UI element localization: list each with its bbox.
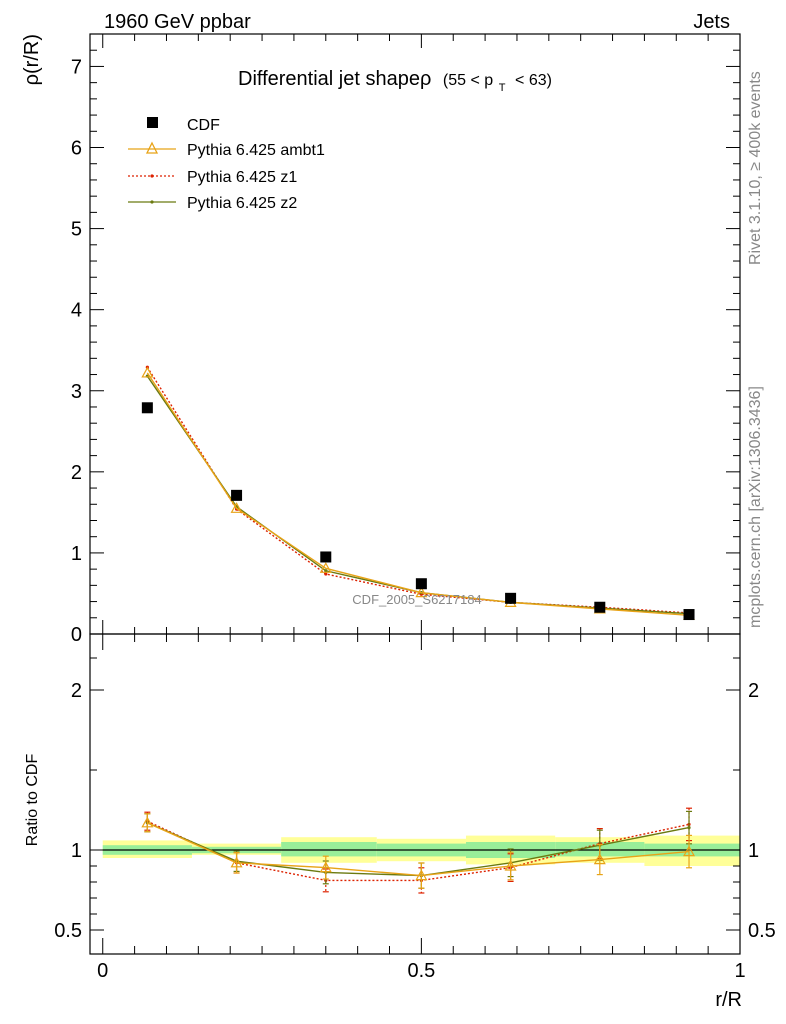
header-left: 1960 GeV ppbar: [104, 11, 251, 33]
title-cut-open: (55 < p: [443, 72, 493, 89]
cdf-point-0: [141, 402, 153, 414]
ratio-point-z2-6: [687, 826, 691, 830]
main-point-ambt1-1: [230, 502, 243, 513]
main-ticks: 0 1 2 3 4 5 6 7: [71, 33, 741, 646]
x-axis-label: r/R: [715, 989, 742, 1011]
main-ytick-label-2: 2: [71, 462, 82, 484]
ratio-point-ambt1-3: [415, 869, 428, 881]
legend-label-z1: Pythia 6.425 z1: [187, 169, 297, 186]
legend-marker-z1: [150, 174, 154, 178]
chart-title: Differential jet shapeρ (55 < p T < 63): [238, 68, 552, 96]
main-point-ambt1-3: [415, 586, 428, 598]
ratio-point-ambt1-4: [504, 859, 517, 871]
cdf-point-3: [415, 578, 427, 590]
cdf-point-5: [594, 601, 606, 613]
x-tick-label-0: 0: [97, 960, 108, 982]
ratio-ytick-label-right-1: 1: [748, 840, 759, 862]
main-point-3-2: [324, 569, 328, 573]
ratio-panel: 0.5 0.51 12 20 0.5 1: [54, 633, 776, 982]
ratio-ytick-label-right-2: 2: [748, 680, 759, 702]
ratio-frame: [89, 633, 741, 955]
header-right: Jets: [693, 11, 730, 33]
ratio-ytick-label-1: 1: [71, 840, 82, 862]
main-line-3: [146, 375, 690, 615]
title-cut-sub: T: [499, 82, 506, 94]
ratio-series: [141, 807, 696, 894]
main-ytick-label-7: 7: [71, 56, 82, 78]
x-tick-label-2: 1: [734, 960, 745, 982]
legend-label-cdf: CDF: [187, 117, 220, 134]
cdf-point-1: [231, 489, 243, 501]
rivet-label: Rivet 3.1.10, ≥ 400k events: [747, 71, 764, 265]
title-cut-close: < 63): [515, 72, 552, 89]
legend: CDF Pythia 6.425 ambt1 Pythia 6.425 z1 P…: [128, 117, 325, 212]
main-series: [141, 365, 696, 621]
ratio-ticks: 0.5 0.51 12 20 0.5 1: [54, 634, 776, 982]
legend-label-ambt1: Pythia 6.425 ambt1: [187, 142, 325, 159]
main-ytick-label-0: 0: [71, 624, 82, 646]
ratio-point-ambt1-0: [141, 816, 154, 828]
ratio-ytick-label-0: 0.5: [54, 920, 82, 942]
cdf-point-6: [683, 609, 695, 621]
main-point-ambt1-0: [141, 366, 154, 378]
band-inner-2: [281, 842, 377, 857]
legend-marker-z2: [150, 200, 154, 204]
main-ytick-label-6: 6: [71, 138, 82, 160]
main-point-ambt1-2: [319, 562, 332, 573]
ratio-point-ambt1-6: [682, 845, 696, 857]
ratio-ylabel: Ratio to CDF: [24, 754, 41, 847]
legend-marker-cdf: [147, 117, 158, 128]
ratio-point-ambt1-5: [593, 853, 606, 865]
cdf-point-2: [320, 551, 332, 563]
legend-marker-ambt1: [145, 141, 159, 154]
main-ylabel: ρ(r/R): [21, 34, 43, 85]
ratio-point-ambt1-1: [230, 856, 243, 868]
main-ytick-label-5: 5: [71, 219, 82, 241]
main-line-2: [146, 366, 690, 614]
mcplots-label: mcplots.cern.ch [arXiv:1306.3436]: [747, 386, 764, 628]
ratio-bands: [102, 835, 740, 866]
main-ytick-label-3: 3: [71, 381, 82, 403]
legend-label-z2: Pythia 6.425 z2: [187, 195, 297, 212]
watermark: CDF_2005_S6217184: [352, 592, 481, 607]
ratio-ytick-label-2: 2: [71, 680, 82, 702]
ratio-point-ambt1-2: [319, 861, 332, 873]
cdf-point-4: [505, 592, 517, 604]
main-ytick-label-4: 4: [71, 300, 82, 322]
title-main: Differential jet shapeρ: [238, 68, 431, 90]
ratio-ytick-label-right-0: 0.5: [748, 920, 776, 942]
main-point-2-2: [324, 572, 328, 576]
main-ytick-label-1: 1: [71, 543, 82, 565]
main-panel: 0 1 2 3 4 5 6 7 CDF_2005_S6217184: [71, 33, 741, 646]
x-tick-label-1: 0.5: [407, 960, 435, 982]
